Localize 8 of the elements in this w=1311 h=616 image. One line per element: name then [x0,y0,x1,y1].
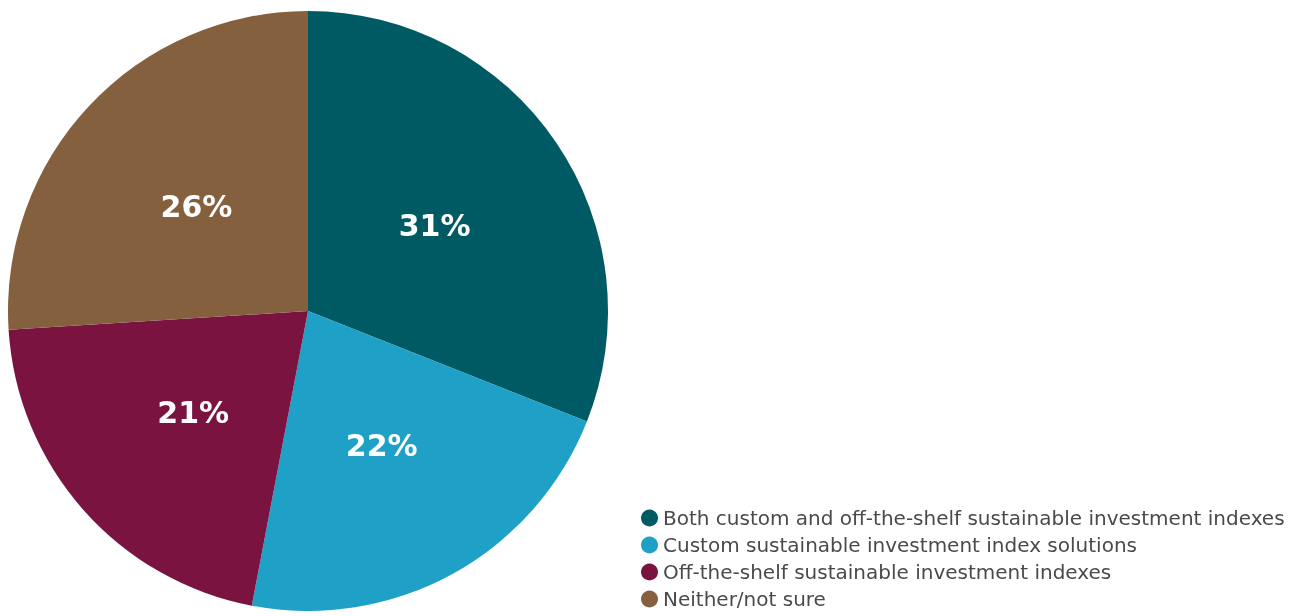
legend-label: Both custom and off-the-shelf sustainable investment indexes [663,506,1285,530]
data-label: 21% [157,394,230,430]
legend-label: Custom sustainable investment index solutions [663,533,1137,557]
legend-label: Off-the-shelf sustainable investment indexes [663,560,1112,584]
data-label: 26% [160,188,233,224]
data-label: 22% [345,427,418,463]
data-label: 31% [398,207,471,243]
legend-label: Neither/not sure [663,587,826,611]
